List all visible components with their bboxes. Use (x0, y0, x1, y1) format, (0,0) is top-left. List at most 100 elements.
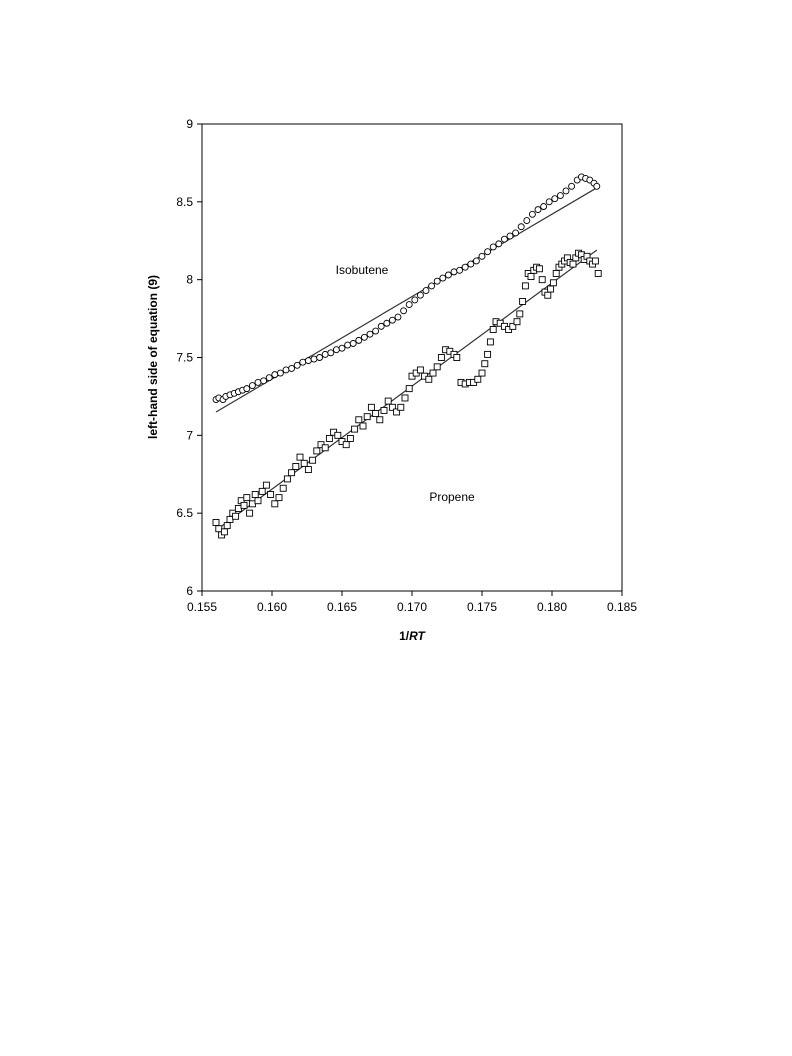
point-isobutene (517, 223, 525, 231)
point-propene (251, 491, 259, 498)
point-isobutene (551, 195, 559, 203)
point-isobutene (405, 301, 413, 309)
point-isobutene (512, 229, 520, 237)
x-tick-label: 0.175 (467, 600, 497, 614)
point-propene (292, 463, 300, 470)
point-isobutene (489, 243, 497, 251)
point-isobutene (528, 210, 536, 218)
point-propene (215, 525, 223, 533)
y-tick-label: 7 (186, 428, 193, 442)
point-isobutene (495, 240, 503, 248)
point-isobutene (355, 336, 363, 344)
series-label-isobutene: Isobutene (336, 263, 389, 277)
point-propene (416, 366, 424, 374)
fit-lines (215, 187, 598, 531)
point-isobutene (428, 282, 436, 290)
point-propene (594, 269, 602, 277)
point-isobutene (500, 235, 508, 243)
point-propene (240, 501, 248, 509)
point-propene (355, 416, 363, 424)
point-propene (363, 413, 371, 421)
x-tick-label: 0.170 (397, 600, 427, 614)
point-propene (246, 509, 254, 517)
point-isobutene (316, 354, 324, 361)
point-propene (376, 416, 384, 424)
point-propene (279, 484, 287, 492)
point-isobutene (523, 217, 531, 224)
point-propene (489, 326, 497, 333)
point-isobutene (377, 322, 385, 330)
point-propene (296, 453, 304, 461)
point-propene (509, 322, 517, 330)
x-axis-title-italic: RT (409, 629, 426, 643)
point-isobutene (327, 349, 335, 357)
point-propene (521, 282, 529, 290)
series-label-propene: Propene (429, 490, 475, 504)
point-propene (481, 360, 489, 368)
point-isobutene (411, 296, 419, 304)
point-isobutene (439, 274, 447, 282)
point-isobutene (288, 364, 296, 372)
point-propene (243, 494, 251, 502)
point-propene (453, 354, 461, 361)
point-propene (535, 265, 543, 273)
point-propene (288, 469, 296, 477)
point-isobutene (556, 192, 564, 200)
point-isobutene (304, 357, 312, 365)
point-isobutene (562, 187, 570, 195)
point-isobutene (293, 361, 301, 369)
point-isobutene (383, 319, 391, 327)
point-propene (437, 354, 445, 361)
point-isobutene (545, 198, 553, 206)
point-isobutene (282, 366, 290, 374)
point-isobutene (344, 341, 352, 349)
point-isobutene (433, 277, 441, 285)
point-isobutene (260, 377, 268, 385)
y-tick-label: 6.5 (176, 506, 193, 520)
x-axis-ticks: 0.155 0.160 0.165 0.170 0.175 0.180 0.185 (187, 591, 637, 614)
point-isobutene (276, 369, 284, 377)
point-isobutene (444, 271, 452, 279)
point-isobutene (456, 266, 464, 274)
point-propene (232, 512, 240, 520)
point-propene (429, 369, 437, 377)
point-propene (569, 260, 577, 268)
point-isobutene (400, 307, 408, 315)
point-propene (262, 481, 270, 489)
point-propene (226, 515, 234, 523)
point-isobutene (534, 206, 542, 214)
point-isobutene (332, 346, 340, 354)
point-isobutene (366, 330, 374, 338)
point-propene (547, 285, 555, 293)
point-propene (304, 466, 312, 474)
point-propene (474, 375, 482, 383)
point-propene (405, 385, 413, 393)
point-propene (359, 422, 367, 430)
point-isobutene (484, 248, 492, 256)
point-isobutene (338, 344, 346, 352)
point-propene (234, 505, 242, 512)
point-propene (283, 475, 291, 483)
point-propene (393, 408, 401, 416)
point-isobutene (310, 355, 318, 363)
point-isobutene (299, 358, 307, 366)
point-propene (401, 394, 409, 402)
point-propene (384, 397, 392, 405)
fit-line-isobutene (215, 187, 598, 413)
point-propene (527, 273, 535, 281)
point-propene (433, 363, 441, 371)
point-propene (313, 447, 321, 455)
point-propene (321, 444, 329, 452)
point-propene (220, 528, 228, 536)
point-propene (591, 257, 599, 265)
point-isobutene (467, 260, 475, 268)
point-isobutene (394, 313, 402, 321)
x-tick-label: 0.180 (537, 600, 567, 614)
point-propene (544, 291, 552, 299)
y-tick-label: 8 (186, 273, 193, 287)
point-propene (325, 434, 333, 442)
point-propene (484, 350, 492, 358)
point-isobutene (478, 252, 486, 260)
point-isobutene (243, 385, 251, 393)
